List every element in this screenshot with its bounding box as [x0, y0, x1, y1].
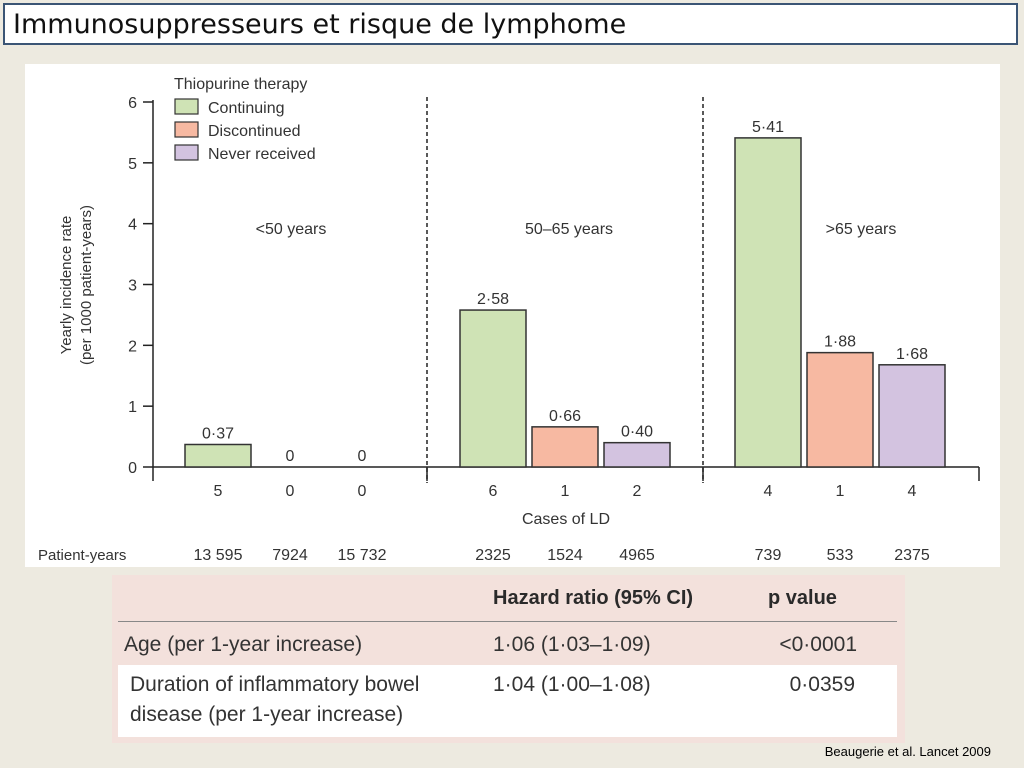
citation: Beaugerie et al. Lancet 2009 — [824, 744, 991, 759]
cases-label: 4 — [908, 483, 917, 500]
cases-label: 0 — [358, 483, 367, 500]
patient-years-value: 4965 — [619, 547, 655, 564]
patient-years-value: 533 — [827, 547, 854, 564]
bar-chart: 0 1 2 3 4 5 6 Yearly incidence rate (per 1000 pa… — [38, 76, 980, 564]
table-row-label: Age (per 1-year increase) — [124, 633, 363, 656]
legend-label: Never received — [208, 146, 316, 163]
table-row-hazard-ratio: 1·04 (1·00–1·08) — [493, 673, 651, 696]
patient-years-value: 739 — [755, 547, 782, 564]
cases-label: 4 — [764, 483, 773, 500]
table-header-p-value: p value — [768, 587, 837, 609]
legend-title: Thiopurine therapy — [174, 76, 307, 93]
table-row-label: Duration of inflammatory bowel — [130, 673, 420, 696]
group-label: >65 years — [826, 221, 897, 238]
patient-years-value: 2325 — [475, 547, 511, 564]
bar-value-label: 0 — [286, 448, 295, 465]
patient-years-value: 1524 — [547, 547, 583, 564]
slide-title-box: Immunosuppresseurs et risque de lymphome — [3, 3, 1018, 45]
cases-label: 0 — [286, 483, 295, 500]
y-tick-label: 0 — [128, 460, 137, 477]
bar-value-label: 1·88 — [824, 334, 856, 351]
group-label: <50 years — [256, 221, 327, 238]
bar-value-label: 0·37 — [202, 425, 234, 442]
legend-swatch — [174, 121, 199, 138]
bar — [184, 443, 252, 468]
table-row: Age (per 1-year increase) 1·06 (1·03–1·0… — [112, 623, 905, 665]
y-tick-label: 3 — [128, 278, 137, 295]
patient-years-label: Patient-years — [38, 547, 126, 564]
table-row-p-value: 0·0359 — [789, 673, 855, 696]
patient-years-value: 7924 — [272, 547, 308, 564]
table-header-divider — [118, 621, 897, 622]
cases-label: 6 — [489, 483, 498, 500]
bar-value-label: 0·40 — [621, 424, 653, 441]
legend-label: Discontinued — [208, 123, 301, 140]
bar-value-label: 0 — [358, 448, 367, 465]
bar — [531, 426, 599, 468]
table-row-p-value: <0·0001 — [779, 633, 857, 656]
group-label: 50–65 years — [525, 221, 613, 238]
cases-label: 2 — [633, 483, 642, 500]
bar — [459, 309, 527, 468]
patient-years-value: 15 732 — [338, 547, 387, 564]
bar-value-label: 1·68 — [896, 346, 928, 363]
x-axis-label: Cases of LD — [522, 511, 610, 528]
hazard-ratio-table: Hazard ratio (95% CI) p value Age (per 1… — [112, 575, 905, 743]
chart-panel: 0 1 2 3 4 5 6 Yearly incidence rate (per 1000 pa… — [25, 64, 1000, 567]
bar-value-label: 0·66 — [549, 408, 581, 425]
patient-years-value: 2375 — [894, 547, 930, 564]
cases-label: 1 — [836, 483, 845, 500]
bar — [878, 364, 946, 468]
y-tick-label: 6 — [128, 95, 137, 112]
y-tick-label: 5 — [128, 156, 137, 173]
bar-value-label: 2·58 — [477, 291, 509, 308]
table-header-hazard-ratio: Hazard ratio (95% CI) — [493, 587, 694, 609]
y-tick-label: 1 — [128, 399, 137, 416]
bar-value-label: 5·41 — [752, 119, 784, 136]
bar — [806, 351, 874, 468]
patient-years-value: 13 595 — [194, 547, 243, 564]
cases-label: 5 — [214, 483, 223, 500]
y-tick-label: 2 — [128, 338, 137, 355]
slide-title: Immunosuppresseurs et risque de lymphome — [13, 9, 627, 40]
y-tick-label: 4 — [128, 217, 137, 234]
table-row: Duration of inflammatory bowel disease (… — [118, 665, 897, 737]
legend-swatch — [174, 144, 199, 161]
bar — [603, 441, 671, 468]
y-axis-label: Yearly incidence rate — [58, 216, 75, 355]
y-axis-label-units: (per 1000 patient-years) — [78, 205, 95, 365]
table-row-label-continued: disease (per 1-year increase) — [130, 703, 404, 726]
table-row-hazard-ratio: 1·06 (1·03–1·09) — [493, 633, 651, 656]
legend-label: Continuing — [208, 100, 285, 117]
cases-label: 1 — [561, 483, 570, 500]
bar — [734, 137, 802, 468]
legend-swatch — [174, 98, 199, 115]
